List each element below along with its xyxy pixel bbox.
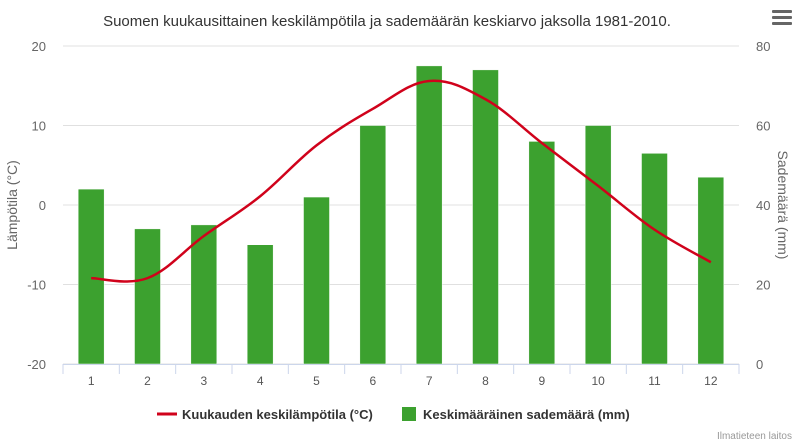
y-left-tick-label: 10 — [32, 119, 46, 134]
y-right-tick-label: 80 — [756, 39, 770, 54]
precipitation-bar[interactable] — [246, 244, 274, 365]
y-left-tick-label: 0 — [39, 198, 46, 213]
precipitation-bar[interactable] — [77, 188, 105, 365]
legend: Kuukauden keskilämpötila (°C) Keskimäärä… — [157, 407, 630, 422]
y-right-axis-label: Sademäärä (mm) — [775, 151, 791, 260]
x-tick-label: 2 — [144, 374, 151, 388]
y-right-tick-label: 20 — [756, 278, 770, 293]
x-tick-label: 10 — [591, 374, 605, 388]
x-tick-label: 12 — [704, 374, 718, 388]
temperature-line[interactable] — [91, 79, 712, 283]
precipitation-bar[interactable] — [528, 141, 556, 365]
x-tick-label: 11 — [648, 374, 661, 388]
x-tick-label: 6 — [369, 374, 376, 388]
legend-label-precipitation: Keskimääräinen sademäärä (mm) — [423, 407, 630, 422]
y-right-tick-label: 60 — [756, 119, 770, 134]
chart-title: Suomen kuukausittainen keskilämpötila ja… — [103, 13, 671, 30]
legend-label-temperature: Kuukauden keskilämpötila (°C) — [182, 407, 373, 422]
x-tick-label: 5 — [313, 374, 320, 388]
y-right-tick-label: 0 — [756, 357, 763, 372]
y-left-tick-label: -10 — [27, 278, 46, 293]
credits[interactable]: Ilmatieteen laitos — [717, 431, 792, 442]
precipitation-bar[interactable] — [359, 125, 387, 365]
hamburger-menu-icon[interactable] — [772, 10, 792, 26]
y-right-tick-label: 40 — [756, 198, 770, 213]
x-tick-label: 4 — [257, 374, 264, 388]
x-tick-label: 7 — [426, 374, 433, 388]
legend-item-precipitation[interactable]: Keskimääräinen sademäärä (mm) — [402, 407, 630, 422]
x-tick-label: 1 — [88, 374, 95, 388]
precipitation-bar[interactable] — [190, 224, 218, 365]
precipitation-bar[interactable] — [641, 153, 668, 365]
x-tick-label: 3 — [200, 374, 207, 388]
y-left-tick-label: -20 — [27, 357, 46, 372]
x-tick-label: 8 — [482, 374, 489, 388]
precipitation-bar[interactable] — [134, 228, 161, 365]
x-tick-label: 9 — [538, 374, 545, 388]
precipitation-bar[interactable] — [584, 125, 612, 365]
precipitation-bar[interactable] — [303, 196, 330, 365]
legend-item-temperature[interactable]: Kuukauden keskilämpötila (°C) — [157, 407, 373, 422]
precipitation-bar[interactable] — [415, 65, 443, 365]
precipitation-bar[interactable] — [697, 176, 725, 365]
legend-bar-symbol — [402, 407, 416, 421]
y-left-tick-label: 20 — [32, 39, 46, 54]
precipitation-bar[interactable] — [472, 69, 499, 365]
y-left-axis-label: Lämpötila (°C) — [4, 160, 20, 250]
